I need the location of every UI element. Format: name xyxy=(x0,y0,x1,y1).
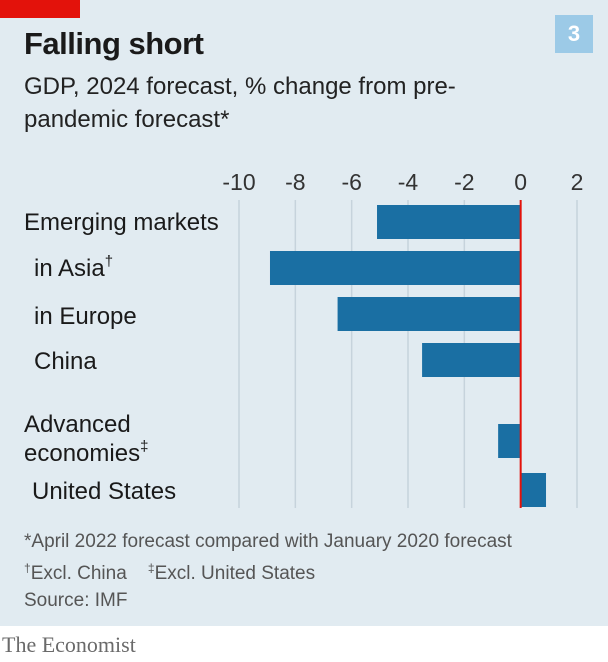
category-label: Emerging markets xyxy=(24,209,219,236)
bar xyxy=(422,343,521,377)
x-tick-label: -4 xyxy=(398,169,419,195)
bar xyxy=(337,297,521,331)
category-label: in Asia† xyxy=(34,253,113,282)
x-tick-label: 0 xyxy=(514,169,527,195)
chart-subtitle: GDP, 2024 forecast, % change from pre-pa… xyxy=(24,73,456,133)
bar-chart: -10 -8 -6 -4 -2 0 2 Emerging markets in Asia† in … xyxy=(24,169,584,508)
footnote-dagger: Excl. China xyxy=(30,563,127,584)
x-tick-label: -8 xyxy=(285,169,305,195)
footnote-ddagger: Excl. United States xyxy=(154,563,316,584)
chart-number-badge: 3 xyxy=(555,15,593,53)
bar xyxy=(377,205,521,239)
bar xyxy=(498,424,521,458)
category-label: China xyxy=(34,348,97,375)
footnote-marks: †Excl. China ‡Excl. United States xyxy=(24,555,594,587)
publisher-logo: The Economist xyxy=(2,632,136,657)
x-tick-label: -6 xyxy=(341,169,361,195)
x-tick-label: 2 xyxy=(571,169,584,195)
category-label: in Europe xyxy=(34,303,137,330)
chart-card: 3 Falling short GDP, 2024 forecast, % ch… xyxy=(0,0,608,626)
bar xyxy=(269,251,521,285)
x-tick-label: -10 xyxy=(222,169,255,195)
source-note: Source: IMF xyxy=(24,590,128,611)
x-tick-label: -2 xyxy=(454,169,474,195)
bar xyxy=(520,473,547,507)
category-label: United States xyxy=(32,478,176,505)
footnote-ddagger-mark: ‡ xyxy=(147,561,155,575)
footnotes: *April 2022 forecast compared with Janua… xyxy=(24,528,594,614)
footnote-star: *April 2022 forecast compared with Janua… xyxy=(24,531,512,552)
category-label: Advanced xyxy=(24,411,131,438)
brand-red-tag xyxy=(0,0,80,18)
category-label: economies‡ xyxy=(24,438,148,467)
footnote-dagger-mark: † xyxy=(24,561,31,575)
chart-title: Falling short xyxy=(24,26,204,61)
